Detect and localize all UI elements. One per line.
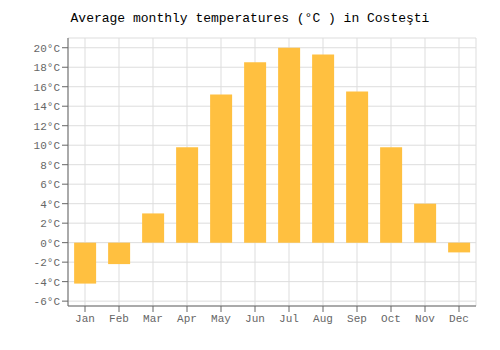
svg-text:18°C: 18°C (34, 62, 61, 74)
svg-text:-4°C: -4°C (34, 277, 61, 289)
svg-text:2°C: 2°C (40, 218, 60, 230)
svg-text:16°C: 16°C (34, 82, 61, 94)
html-text:Average monthly temperatures (: Average monthly temperatures (°C ) in Co… (70, 11, 430, 26)
svg-text:Aug: Aug (313, 313, 333, 325)
svg-text:Dec: Dec (449, 313, 469, 325)
svg-text:8°C: 8°C (40, 160, 60, 172)
svg-text:Feb: Feb (109, 313, 129, 325)
svg-text:6°C: 6°C (40, 179, 60, 191)
svg-text:Jun: Jun (245, 313, 265, 325)
svg-text:Jan: Jan (75, 313, 95, 325)
svg-text:10°C: 10°C (34, 140, 61, 152)
svg-text:20°C: 20°C (34, 43, 61, 55)
svg-text:14°C: 14°C (34, 101, 61, 113)
svg-text:Mar: Mar (143, 313, 163, 325)
svg-text:Apr: Apr (177, 313, 197, 325)
svg-text:May: May (211, 313, 231, 325)
svg-text:-6°C: -6°C (34, 296, 61, 308)
svg-text:Jul: Jul (279, 313, 299, 325)
svg-text:Nov: Nov (415, 313, 435, 325)
svg-text:-2°C: -2°C (34, 257, 61, 269)
svg-text:Sep: Sep (347, 313, 367, 325)
svg-text:12°C: 12°C (34, 121, 61, 133)
svg-text:Oct: Oct (381, 313, 401, 325)
svg-text:0°C: 0°C (40, 238, 60, 250)
svg-text:4°C: 4°C (40, 199, 60, 211)
